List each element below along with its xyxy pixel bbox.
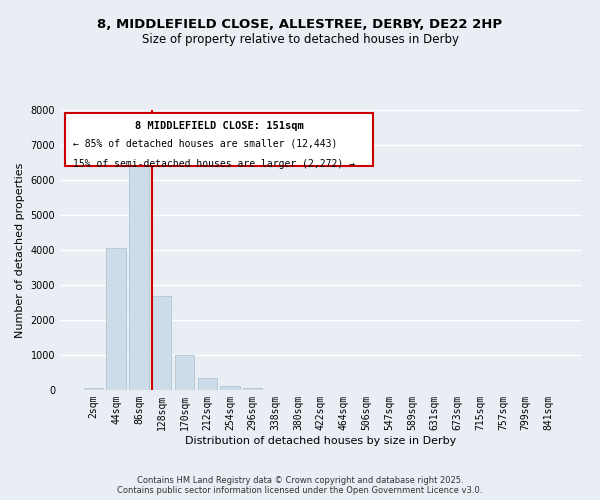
Text: ← 85% of detached houses are smaller (12,443): ← 85% of detached houses are smaller (12… [73, 138, 337, 148]
Bar [220, 386, 239, 390]
Bar [152, 296, 172, 390]
Bar [129, 157, 149, 390]
Bar [197, 378, 217, 390]
Text: Contains HM Land Registry data © Crown copyright and database right 2025.: Contains HM Land Registry data © Crown c… [137, 476, 463, 485]
Text: 8, MIDDLEFIELD CLOSE, ALLESTREE, DERBY, DE22 2HP: 8, MIDDLEFIELD CLOSE, ALLESTREE, DERBY, … [97, 18, 503, 30]
Bar [84, 388, 103, 390]
Bar [106, 248, 126, 390]
Y-axis label: Number of detached properties: Number of detached properties [15, 162, 25, 338]
Text: Size of property relative to detached houses in Derby: Size of property relative to detached ho… [142, 32, 458, 46]
Text: 15% of semi-detached houses are larger (2,272) →: 15% of semi-detached houses are larger (… [73, 159, 355, 169]
X-axis label: Distribution of detached houses by size in Derby: Distribution of detached houses by size … [185, 436, 457, 446]
Text: Contains public sector information licensed under the Open Government Licence v3: Contains public sector information licen… [118, 486, 482, 495]
Bar [243, 388, 262, 390]
Text: 8 MIDDLEFIELD CLOSE: 151sqm: 8 MIDDLEFIELD CLOSE: 151sqm [135, 121, 304, 131]
FancyBboxPatch shape [65, 113, 373, 166]
Bar [175, 355, 194, 390]
